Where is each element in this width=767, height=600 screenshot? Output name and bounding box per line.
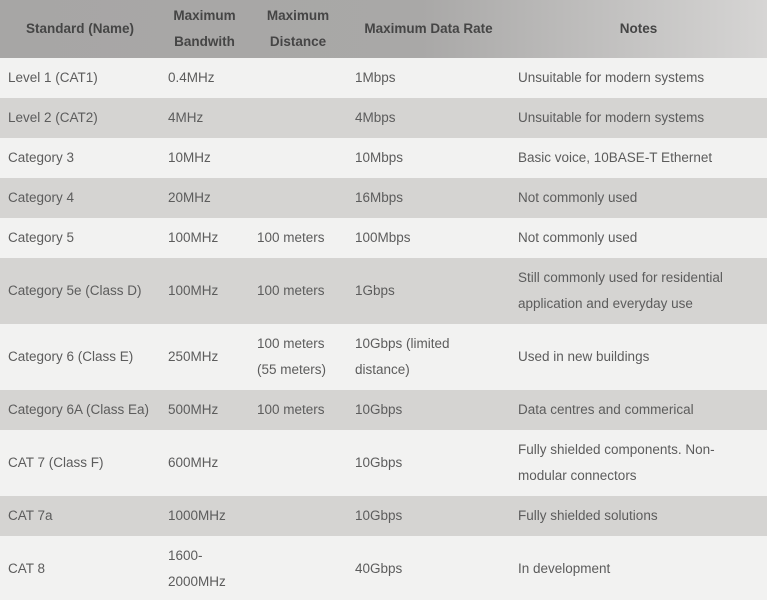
cell-bandwidth: 1000MHz [168,508,226,523]
table-row: Category 3 10MHz 10Mbps Basic voice, 10B… [0,138,767,178]
cell-distance: 100 meters [257,402,325,417]
cell-bandwidth: 0.4MHz [168,70,215,85]
cell-standard: Category 5e (Class D) [8,283,142,298]
table-row: Category 6A (Class Ea) 500MHz 100 meters… [0,390,767,430]
cell-bandwidth: 10MHz [168,150,211,165]
table-header-row: Standard (Name) Maximum Bandwith Maximum… [0,0,767,58]
table-row: Category 4 20MHz 16Mbps Not commonly use… [0,178,767,218]
cell-distance: 100 meters (55 meters) [257,336,327,377]
table-row: CAT 7a 1000MHz 10Gbps Fully shielded sol… [0,496,767,536]
cell-distance: 100 meters [257,283,325,298]
cell-bandwidth: 20MHz [168,190,211,205]
table-row: Category 5 100MHz 100 meters 100Mbps Not… [0,218,767,258]
cell-notes: Still commonly used for residential appl… [518,270,723,311]
table-row: CAT 8 1600- 2000MHz 40Gbps In developmen… [0,536,767,600]
cell-data-rate: 10Gbps (limited distance) [355,336,450,377]
cell-standard: Category 3 [8,150,75,165]
cell-data-rate: 10Mbps [355,150,404,165]
cell-notes: Basic voice, 10BASE-T Ethernet [518,150,713,165]
cell-bandwidth: 100MHz [168,283,219,298]
cell-data-rate: 100Mbps [355,230,411,245]
cell-distance [249,178,347,218]
cell-notes: Not commonly used [518,190,638,205]
col-header-notes: Notes [619,21,658,36]
table-row: Level 1 (CAT1) 0.4MHz 1Mbps Unsuitable f… [0,58,767,98]
cell-data-rate: 4Mbps [355,110,396,125]
table-row: Level 2 (CAT2) 4MHz 4Mbps Unsuitable for… [0,98,767,138]
cell-notes: Fully shielded solutions [518,508,658,523]
cell-standard: Category 6A (Class Ea) [8,402,150,417]
cell-notes: Not commonly used [518,230,638,245]
col-header-bandwidth: Maximum Bandwith [173,8,236,49]
table-row: Category 6 (Class E) 250MHz 100 meters (… [0,324,767,390]
cell-distance [249,138,347,178]
cell-standard: Category 4 [8,190,75,205]
cell-notes: Unsuitable for modern systems [518,70,705,85]
cell-data-rate: 10Gbps [355,455,403,470]
table-row: CAT 7 (Class F) 600MHz 10Gbps Fully shie… [0,430,767,496]
cell-notes: Unsuitable for modern systems [518,110,705,125]
cell-bandwidth: 600MHz [168,455,219,470]
cell-distance: 100 meters [257,230,325,245]
cell-standard: Level 2 (CAT2) [8,110,98,125]
cell-standard: CAT 7a [8,508,53,523]
cell-data-rate: 10Gbps [355,402,403,417]
cell-data-rate: 1Gbps [355,283,395,298]
cell-standard: Category 5 [8,230,75,245]
cell-standard: Level 1 (CAT1) [8,70,98,85]
cell-distance [249,536,347,600]
cell-bandwidth: 250MHz [168,349,219,364]
cell-notes: Fully shielded components. Non-modular c… [518,442,715,483]
cell-notes: In development [518,561,611,576]
cell-bandwidth: 4MHz [168,110,204,125]
col-header-standard: Standard (Name) [25,21,135,36]
cell-bandwidth: 500MHz [168,402,219,417]
cell-data-rate: 16Mbps [355,190,404,205]
cell-distance [249,496,347,536]
cell-bandwidth: 1600- 2000MHz [168,548,226,589]
cell-standard: CAT 8 [8,561,46,576]
cell-standard: CAT 7 (Class F) [8,455,104,470]
col-header-distance: Maximum Distance [266,8,330,49]
cell-bandwidth: 100MHz [168,230,219,245]
table-row: Category 5e (Class D) 100MHz 100 meters … [0,258,767,324]
cell-distance [249,98,347,138]
cell-notes: Used in new buildings [518,349,650,364]
cell-distance [249,58,347,98]
cell-distance [249,430,347,496]
cell-standard: Category 6 (Class E) [8,349,134,364]
cell-notes: Data centres and commerical [518,402,694,417]
col-header-data-rate: Maximum Data Rate [364,21,493,36]
cell-data-rate: 40Gbps [355,561,403,576]
cell-data-rate: 10Gbps [355,508,403,523]
cell-data-rate: 1Mbps [355,70,396,85]
